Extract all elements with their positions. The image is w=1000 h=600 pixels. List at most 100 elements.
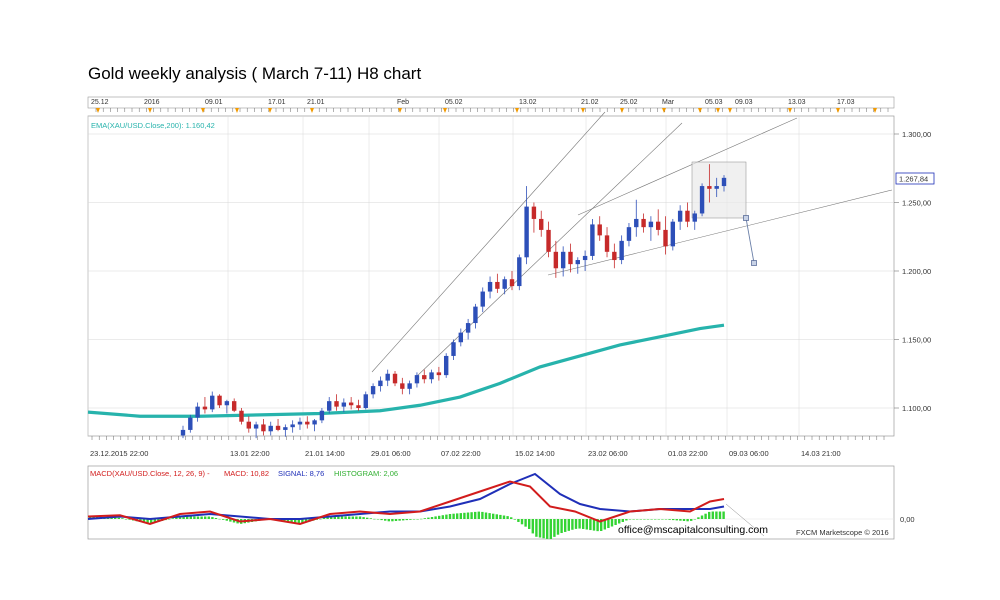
macd-histogram-bar (214, 518, 218, 519)
macd-histogram-bar (517, 519, 520, 522)
macd-histogram-bar (294, 519, 297, 524)
candle-body (414, 375, 420, 384)
macd-histogram-bar (344, 516, 347, 519)
channel-upper-line (371, 111, 606, 373)
candle-body (560, 251, 566, 269)
top-event-marker-10 (620, 108, 624, 113)
candle-body (634, 218, 639, 228)
candle-body (553, 251, 559, 269)
candle-body (473, 306, 478, 324)
candle-body (283, 427, 288, 430)
candle-body (568, 251, 573, 265)
top-event-marker-15 (788, 108, 792, 113)
candle-body (458, 332, 464, 343)
macd-projection-line (725, 503, 765, 537)
macd-histogram-bar (376, 519, 380, 520)
top-event-marker-0 (96, 108, 100, 113)
candle-body (451, 342, 456, 356)
candle-body (699, 186, 705, 214)
macd-histogram-bar (351, 516, 354, 519)
top-axis-label-10: Mar (662, 99, 675, 106)
macd-histogram-bar (430, 517, 434, 519)
candle-body (436, 372, 442, 376)
macd-histogram-bar (384, 519, 387, 521)
projection-start-handle[interactable] (743, 215, 749, 221)
candle-body (348, 402, 354, 406)
top-axis-label-9: 25.02 (620, 99, 638, 106)
candle-body (363, 394, 368, 408)
macd-histogram-bar (452, 513, 455, 519)
macd-histogram-bar (520, 519, 524, 525)
macd-histogram-bar (229, 519, 232, 522)
macd-histogram-bar (434, 516, 437, 519)
candle-body (268, 425, 273, 432)
candle-body (327, 401, 332, 411)
candle-body (509, 279, 515, 287)
macd-histogram-bar (362, 517, 365, 519)
candle-body (334, 401, 339, 407)
top-axis: 25.12 2016 09.01 17.01 21.01 Feb 05.02 13.02 21.… (87, 96, 895, 113)
candle-body (392, 373, 398, 384)
macd-histogram-bar (664, 519, 668, 520)
macd-histogram-bar (225, 519, 228, 521)
macd-histogram-bar (589, 519, 592, 531)
top-event-marker-6 (398, 108, 402, 113)
macd-legend: MACD(XAU/USD.Close, 12, 26, 9) - (90, 469, 210, 478)
top-axis-label-0: 25.12 (91, 99, 109, 106)
macd-histogram-bar (628, 519, 632, 520)
candle-body (663, 229, 668, 247)
macd-histogram-bar (110, 517, 113, 519)
top-axis-frame (87, 96, 895, 109)
macd-histogram-bar (582, 519, 585, 529)
macd-histogram-bar (193, 516, 196, 519)
macd-histogram-bar (592, 519, 596, 531)
macd-histogram-bar (337, 516, 340, 519)
macd-histogram-bar (319, 518, 322, 520)
macd-histogram-bar (326, 517, 329, 519)
macd-histogram-bar (146, 519, 149, 524)
macd-histogram-bar (121, 518, 124, 519)
top-axis-label-3: 17.01 (268, 99, 286, 106)
macd-histogram-bar (488, 513, 491, 519)
macd-histogram-bar (366, 517, 369, 519)
candle-body (685, 210, 690, 222)
candle-body (246, 421, 251, 429)
macd-histogram-bar (456, 513, 459, 519)
candle-body (597, 224, 602, 236)
macd-histogram-bar (708, 511, 711, 519)
candle-body (670, 221, 676, 247)
macd-histogram-bar (330, 516, 333, 519)
candle-body (341, 402, 347, 407)
macd-histogram-bar (423, 518, 426, 519)
macd-histogram-bar (186, 516, 189, 519)
macd-histogram-bar (574, 519, 578, 529)
macd-histogram-bar (564, 519, 567, 532)
macd-histogram-bar (513, 519, 516, 520)
candle-body (422, 375, 427, 380)
top-axis-label-11: 05.03 (705, 99, 723, 106)
macd-histogram-bar (448, 514, 452, 519)
candle-body (305, 421, 310, 425)
last-price-box (895, 172, 935, 185)
macd-histogram-bar (441, 515, 444, 519)
signal-value: SIGNAL: 8,76 (278, 469, 324, 478)
macd-histogram-bar (578, 519, 581, 529)
macd-histogram-bar (538, 519, 542, 538)
top-axis-label-7: 13.02 (519, 99, 537, 106)
top-axis-label-14: 17.03 (837, 99, 855, 106)
projection-end-handle[interactable] (751, 260, 757, 266)
price-tick-label-3: 1.150,00 (902, 336, 931, 345)
macd-histogram-bar (88, 516, 92, 519)
top-event-marker-14 (728, 108, 732, 113)
macd-histogram-bar (196, 516, 200, 519)
macd-histogram-bar (704, 513, 707, 519)
candle-body (231, 401, 237, 411)
macd-histogram-bar (394, 519, 398, 521)
macd-histogram-bar (358, 516, 362, 519)
macd-histogram-bar (546, 519, 549, 539)
macd-histogram-bar (348, 516, 351, 519)
top-axis-label-13: 13.03 (788, 99, 806, 106)
candle-body (195, 406, 200, 418)
macd-histogram-bar (189, 516, 192, 519)
top-event-marker-9 (581, 108, 585, 113)
